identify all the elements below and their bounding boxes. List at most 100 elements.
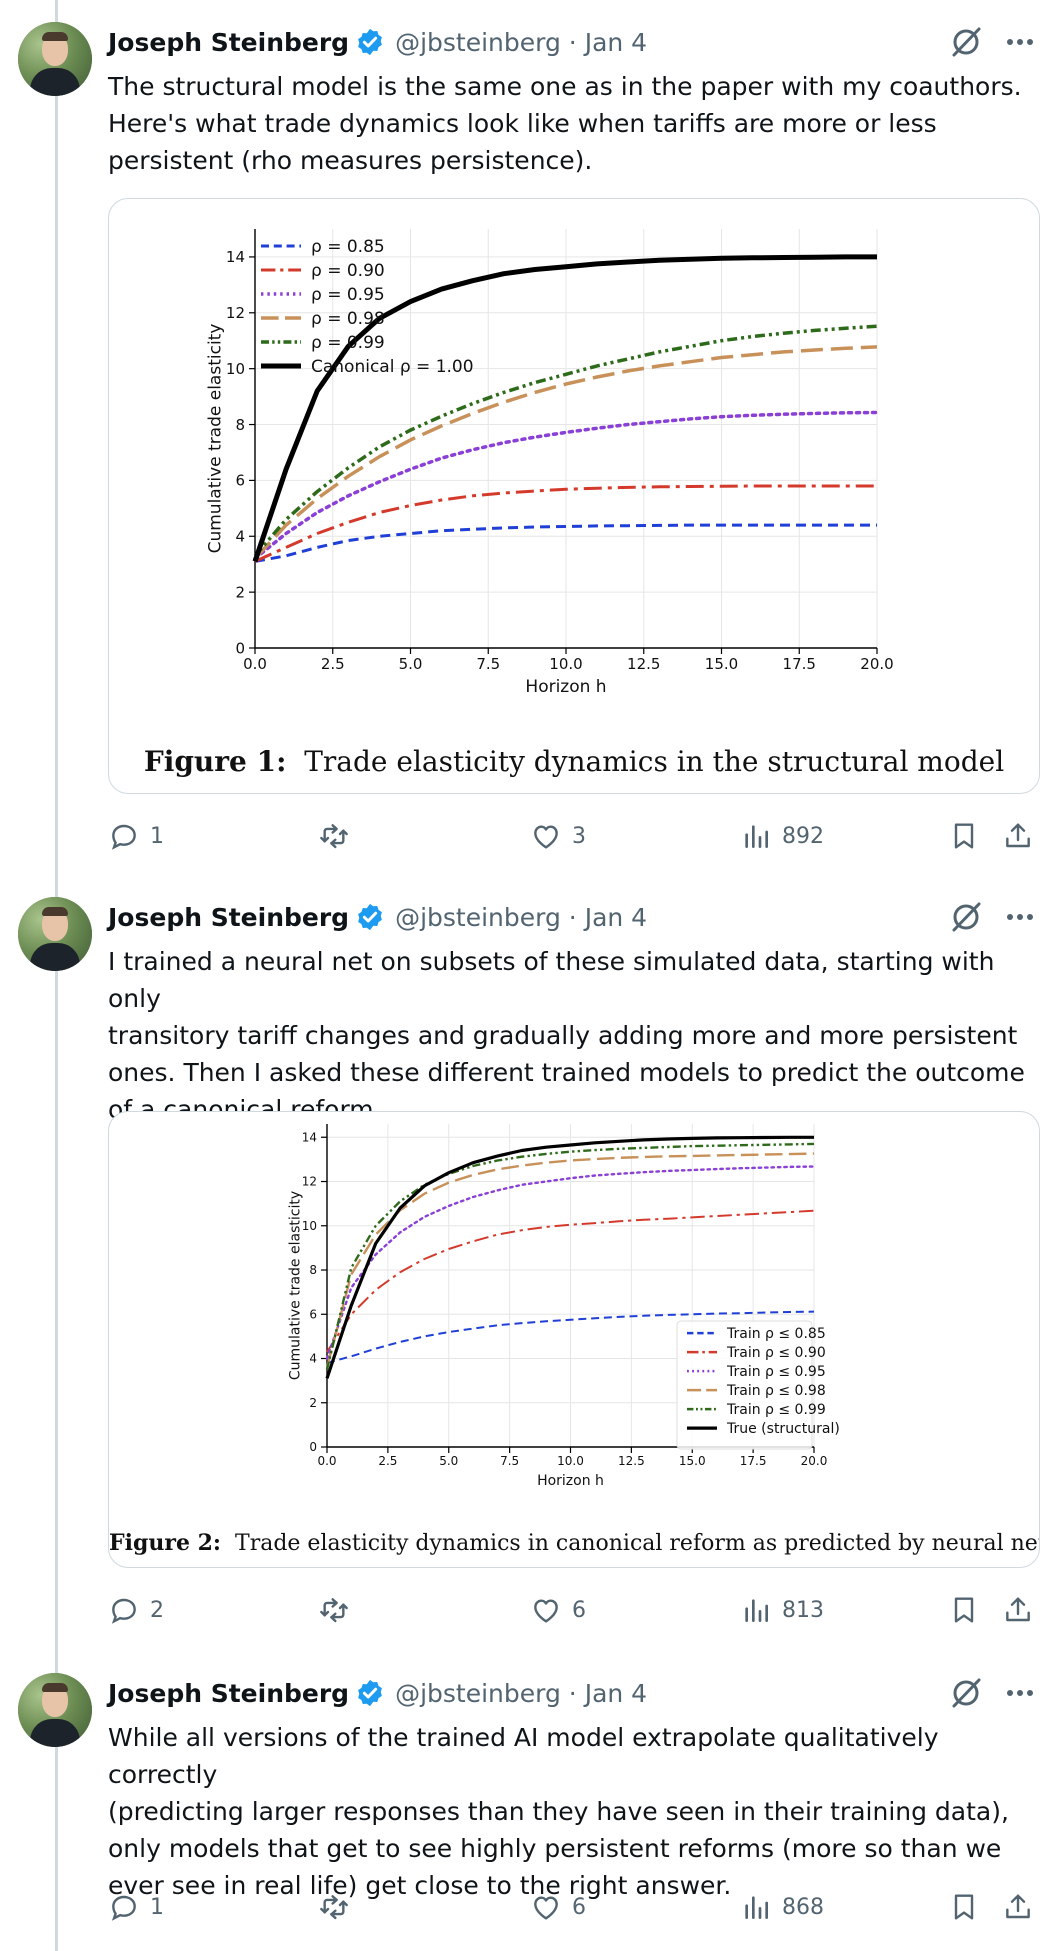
- bookmark-icon: [954, 1894, 974, 1920]
- series-line-3: [325, 1165, 816, 1360]
- handle-and-date[interactable]: @jbsteinberg · Jan 4: [395, 27, 648, 57]
- tweet-header: Joseph Steinberg @jbsteinberg · Jan 4: [108, 897, 647, 937]
- x-tick-label: 20.0: [801, 1454, 828, 1468]
- series-line-3: [253, 410, 879, 561]
- x-tick-label: 0.0: [317, 1454, 336, 1468]
- share-icon: [1006, 1894, 1030, 1919]
- share-button[interactable]: [1002, 816, 1034, 856]
- retweet-button[interactable]: [318, 816, 350, 856]
- x-tick-label: 17.5: [783, 655, 816, 673]
- share-button[interactable]: [1002, 1590, 1034, 1630]
- y-axis-label: Cumulative trade elasticity: [287, 1191, 303, 1380]
- x-axis-label: Horizon h: [525, 677, 606, 697]
- figure-caption: Figure 1: Trade elasticity dynamics in t…: [109, 745, 1039, 778]
- caption-text: Trade elasticity dynamics in the structu…: [304, 745, 1005, 778]
- heart-icon: [534, 1896, 558, 1920]
- tweet-image-figure-1[interactable]: 0.0 2.5 5.0 7.5 10.0 12.5 15.0 17.5 20.0 0 2 4 6 8 10 1…: [108, 198, 1040, 794]
- heart-icon: [534, 825, 558, 849]
- y-tick-label: 10: [302, 1219, 317, 1233]
- like-button[interactable]: 3: [530, 816, 586, 856]
- x-tick-label: 15.0: [679, 1454, 706, 1468]
- reply-count: 1: [150, 1894, 164, 1920]
- views-bar-chart-icon: [745, 825, 768, 848]
- reply-button[interactable]: 1: [108, 1887, 164, 1927]
- verified-badge-icon: [358, 903, 382, 931]
- more-options-icon[interactable]: [1002, 1675, 1038, 1711]
- legend-entry: ρ = 0.98: [311, 309, 385, 329]
- y-tick-label: 2: [309, 1396, 317, 1410]
- reply-icon: [111, 1895, 136, 1921]
- reply-button[interactable]: 1: [108, 816, 164, 856]
- legend-entry: Train ρ ≤ 0.99: [726, 1402, 826, 1418]
- x-tick-label: 12.5: [618, 1454, 645, 1468]
- verified-badge-icon: [358, 1679, 382, 1707]
- chart-figure-1: 0.0 2.5 5.0 7.5 10.0 12.5 15.0 17.5 20.0 0 2 4 6 8 10 1…: [206, 229, 894, 697]
- avatar[interactable]: [18, 22, 92, 96]
- series-line-1: [326, 1310, 815, 1364]
- grok-icon[interactable]: [948, 899, 984, 935]
- tweet-image-figure-2[interactable]: 0.0 2.5 5.0 7.5 10.0 12.5 15.0 17.5 20.0 0 2 4 6 8 10 1…: [108, 1111, 1040, 1568]
- grok-icon[interactable]: [948, 1675, 984, 1711]
- avatar[interactable]: [18, 1673, 92, 1747]
- handle-and-date[interactable]: @jbsteinberg · Jan 4: [395, 902, 648, 932]
- y-tick-label: 6: [235, 472, 245, 490]
- like-button[interactable]: 6: [530, 1887, 586, 1927]
- like-count: 6: [572, 1894, 586, 1920]
- retweet-button[interactable]: [318, 1590, 350, 1630]
- chart-figure-2: 0.0 2.5 5.0 7.5 10.0 12.5 15.0 17.5 20.0 0 2 4 6 8 10 1…: [287, 1124, 840, 1489]
- retweet-icon: [320, 1598, 348, 1623]
- views-bar-chart-icon: [745, 1896, 768, 1919]
- y-tick-label: 14: [226, 248, 245, 266]
- bookmark-button[interactable]: [948, 1887, 980, 1927]
- y-tick-label: 10: [226, 360, 245, 378]
- series-line-1: [254, 523, 877, 563]
- author-name[interactable]: Joseph Steinberg: [108, 1678, 350, 1708]
- views-button[interactable]: 892: [740, 816, 824, 856]
- avatar[interactable]: [18, 897, 92, 971]
- legend-entry: Train ρ ≤ 0.98: [726, 1383, 826, 1399]
- author-name[interactable]: Joseph Steinberg: [108, 27, 350, 57]
- y-tick-label: 8: [235, 416, 245, 434]
- retweet-icon: [320, 1895, 348, 1920]
- bookmark-button[interactable]: [948, 1590, 980, 1630]
- x-axis-label: Horizon h: [537, 1473, 604, 1489]
- views-button[interactable]: 868: [740, 1887, 824, 1927]
- y-tick-label: 12: [302, 1175, 317, 1189]
- more-options-icon[interactable]: [1002, 899, 1038, 935]
- handle-and-date[interactable]: @jbsteinberg · Jan 4: [395, 1678, 648, 1708]
- series-line-4: [253, 345, 878, 560]
- legend-entry: ρ = 0.90: [311, 261, 385, 281]
- series-line-5: [253, 324, 878, 557]
- retweet-button[interactable]: [318, 1887, 350, 1927]
- x-tick-label: 7.5: [476, 655, 500, 673]
- grok-icon[interactable]: [948, 24, 984, 60]
- caption-label: Figure 2:: [109, 1530, 222, 1556]
- heart-icon: [534, 1599, 558, 1623]
- like-button[interactable]: 6: [530, 1590, 586, 1630]
- view-count: 868: [782, 1894, 824, 1920]
- more-options-icon[interactable]: [1002, 24, 1038, 60]
- legend-entry: ρ = 0.95: [311, 285, 385, 305]
- y-tick-label: 12: [226, 304, 245, 322]
- retweet-icon: [320, 824, 348, 849]
- reply-icon: [111, 1598, 136, 1624]
- author-name[interactable]: Joseph Steinberg: [108, 902, 350, 932]
- views-button[interactable]: 813: [740, 1590, 824, 1630]
- bookmark-button[interactable]: [948, 816, 980, 856]
- legend-entry: Canonical ρ = 1.00: [311, 357, 474, 377]
- reply-button[interactable]: 2: [108, 1590, 164, 1630]
- x-tick-label: 7.5: [500, 1454, 519, 1468]
- y-tick-label: 0: [309, 1440, 317, 1454]
- tweet-text: The structural model is the same one as …: [108, 72, 1022, 175]
- y-tick-label: 2: [235, 583, 245, 601]
- bookmark-icon: [954, 1597, 974, 1623]
- share-button[interactable]: [1002, 1887, 1034, 1927]
- legend-entry: ρ = 0.85: [311, 237, 385, 257]
- share-icon: [1006, 823, 1030, 848]
- series-line-6: [252, 254, 877, 563]
- y-tick-label: 6: [309, 1307, 317, 1321]
- like-count: 3: [572, 823, 586, 849]
- tweet-text: While all versions of the trained AI mod…: [108, 1723, 1009, 1900]
- x-tick-label: 0.0: [243, 655, 267, 673]
- series-line-5: [325, 1142, 815, 1370]
